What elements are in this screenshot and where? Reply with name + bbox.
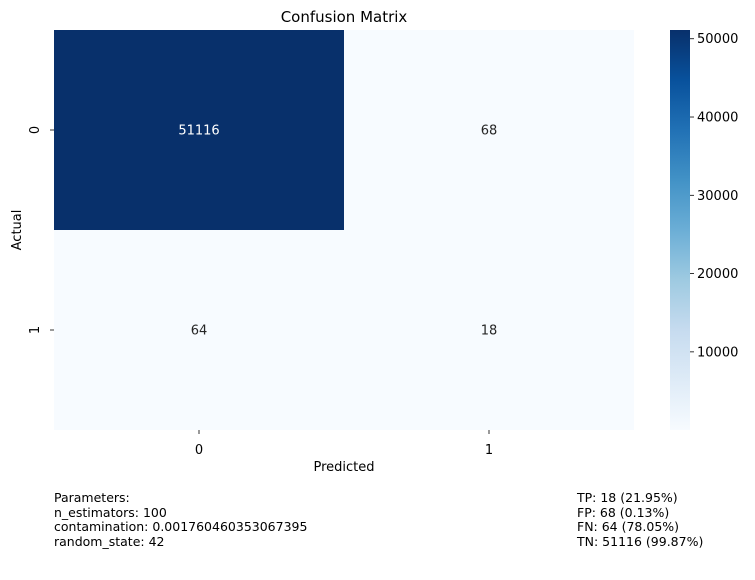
metric-tn: TN: 51116 (99.87%) (577, 533, 704, 549)
parameters-panel: Parameters: n_estimators: 100 contaminat… (54, 490, 308, 549)
cell-value-label: 51116 (178, 124, 219, 139)
colorbar (670, 30, 690, 430)
cell-value-label: 18 (481, 324, 498, 339)
parameters-heading: Parameters: (54, 490, 130, 505)
metric-tp: TP: 18 (21.95%) (577, 490, 678, 505)
heatmap-cell-labels: 51116 68 64 18 (178, 124, 497, 339)
parameter-line: contamination: 0.001760460353067395 (54, 519, 308, 534)
colorbar-tick-label: 40000 (697, 111, 738, 126)
x-tick-label: 1 (485, 443, 493, 458)
colorbar-tick-label: 20000 (697, 267, 738, 282)
metric-fn: FN: 64 (78.05%) (577, 519, 680, 534)
y-tick-label: 1 (28, 326, 43, 334)
heatmap-axes: 0 1 0 1 (28, 126, 493, 458)
y-axis-label: Actual (10, 210, 25, 251)
cell-value-label: 64 (191, 324, 208, 339)
cell-value-label: 68 (481, 124, 498, 139)
chart-title: Confusion Matrix (281, 8, 408, 26)
colorbar-tick-label: 10000 (697, 345, 738, 360)
heatmap-cell (54, 30, 344, 230)
colorbar-tick-label: 50000 (697, 32, 738, 47)
metrics-panel: TP: 18 (21.95%) FP: 68 (0.13%) FN: 64 (7… (577, 490, 704, 549)
heatmap-cell (344, 30, 634, 230)
parameter-line: n_estimators: 100 (54, 504, 167, 520)
heatmap-cells (54, 30, 634, 430)
heatmap-cell (54, 230, 344, 430)
colorbar-ticks: 10000 20000 30000 40000 50000 (690, 32, 738, 360)
x-axis-label: Predicted (313, 460, 374, 475)
x-tick-label: 0 (195, 443, 203, 458)
heatmap-cell (344, 230, 634, 430)
metric-fp: FP: 68 (0.13%) (577, 504, 670, 520)
colorbar-tick-label: 30000 (697, 189, 738, 204)
parameter-line: random_state: 42 (54, 533, 165, 549)
y-tick-label: 0 (28, 126, 43, 134)
